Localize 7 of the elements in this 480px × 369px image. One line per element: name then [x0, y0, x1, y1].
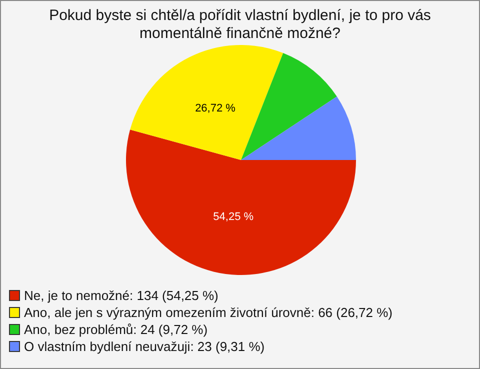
data-label: 54,25 % — [213, 211, 254, 224]
chart-title: Pokud byste si chtěl/a pořídit vlastní bydlení, je to pro vás momentálně finančně možné? — [48, 7, 432, 43]
legend-label: Ne, je to nemožné: 134 (54,25 %) — [24, 287, 218, 304]
legend-label: Ano, ale jen s výrazným omezením životní úrovně: 66 (26,72 %) — [24, 304, 393, 321]
legend-label: Ano, bez problémů: 24 (9,72 %) — [24, 321, 208, 338]
legend-label: O vlastním bydlení neuvažuji: 23 (9,31 %) — [24, 338, 265, 355]
data-label: 26,72 % — [195, 102, 236, 115]
